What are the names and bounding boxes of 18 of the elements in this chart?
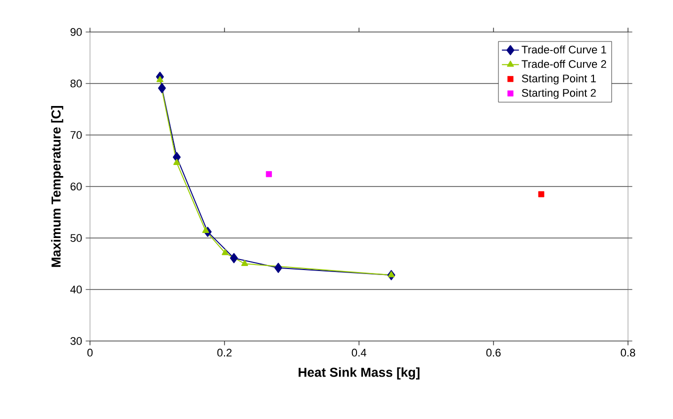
y-axis-title: Maximum Temperature [C] xyxy=(51,106,64,267)
y-tick-label: 30 xyxy=(70,337,82,345)
legend-label: Trade-off Curve 2 xyxy=(522,60,606,68)
x-tick-label: 0 xyxy=(87,348,93,357)
legend-label: Trade-off Curve 1 xyxy=(522,45,606,54)
y-tick-label: 50 xyxy=(70,234,82,242)
x-tick-label: 0.8 xyxy=(620,348,636,357)
y-tick-label: 90 xyxy=(70,28,82,36)
x-tick-label: 0.4 xyxy=(352,348,366,357)
y-tick-label: 80 xyxy=(70,80,82,88)
y-tick-label: 60 xyxy=(70,182,82,190)
legend-label: Starting Point 2 xyxy=(522,88,596,99)
legend-label: Starting Point 1 xyxy=(522,74,596,84)
y-tick-label: 70 xyxy=(70,131,82,139)
x-tick-label: 0.2 xyxy=(217,348,232,357)
x-axis-title: Heat Sink Mass [kg] xyxy=(298,367,420,380)
x-tick-label: 0.6 xyxy=(486,348,501,357)
y-tick-label: 40 xyxy=(70,286,82,294)
